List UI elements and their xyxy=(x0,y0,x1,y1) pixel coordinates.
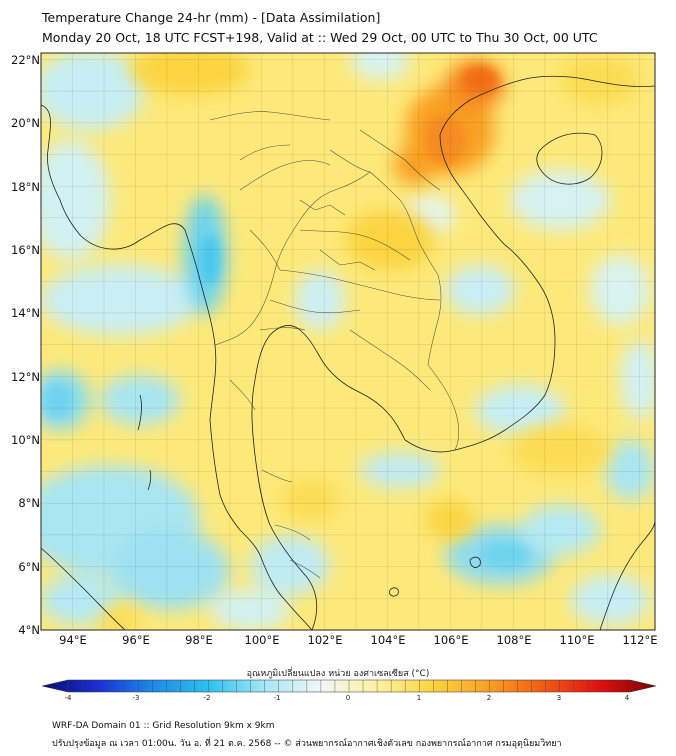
border-layer xyxy=(209,111,460,579)
colorbar-tick-m3: -3 xyxy=(132,694,140,702)
lon-label-98: 98°E xyxy=(185,633,213,647)
lat-label-14: 14°N xyxy=(11,306,40,320)
colorbar xyxy=(41,679,657,693)
lon-label-96: 96°E xyxy=(122,633,150,647)
footer-credit: ปรับปรุงข้อมูล ณ เวลา 01:00น. วัน อ. ที่… xyxy=(52,739,562,749)
map-frame xyxy=(40,52,656,631)
lon-label-102: 102°E xyxy=(307,633,343,647)
coastline-layer xyxy=(41,75,655,630)
lat-label-16: 16°N xyxy=(11,243,40,257)
lon-label-106: 106°E xyxy=(433,633,469,647)
colorbar-tick-m4: -4 xyxy=(64,694,72,702)
lat-label-10: 10°N xyxy=(11,433,40,447)
map-subtitle: Monday 20 Oct, 18 UTC FCST+198, Valid at… xyxy=(42,30,598,45)
colorbar-label: อุณหภูมิเปลี่ยนแปลง หน่วย องศาเซลเซียส (… xyxy=(246,669,430,679)
graticule xyxy=(41,53,655,630)
colorbar-tick-4: 4 xyxy=(624,694,630,702)
lon-label-108: 108°E xyxy=(496,633,532,647)
map-title: Temperature Change 24-hr (mm) - [Data As… xyxy=(42,10,381,25)
lat-label-8: 8°N xyxy=(18,496,40,510)
footer-model-info: WRF-DA Domain 01 :: Grid Resolution 9km … xyxy=(52,721,275,731)
lat-label-20: 20°N xyxy=(11,116,40,130)
colorbar-tick-1: 1 xyxy=(416,694,422,702)
lat-label-12: 12°N xyxy=(11,370,40,384)
lon-label-100: 100°E xyxy=(244,633,280,647)
lat-label-6: 6°N xyxy=(18,560,40,574)
lat-label-18: 18°N xyxy=(11,180,40,194)
lon-label-94: 94°E xyxy=(59,633,87,647)
colorbar-tick-m2: -2 xyxy=(203,694,211,702)
lon-label-112: 112°E xyxy=(622,633,658,647)
lat-label-4: 4°N xyxy=(18,623,40,637)
colorbar-tick-3: 3 xyxy=(556,694,562,702)
colorbar-tick-2: 2 xyxy=(486,694,492,702)
lon-label-110: 110°E xyxy=(559,633,595,647)
lon-label-104: 104°E xyxy=(370,633,406,647)
colorbar-tick-0: 0 xyxy=(345,694,351,702)
lat-label-22: 22°N xyxy=(11,53,40,67)
colorbar-tick-m1: -1 xyxy=(273,694,281,702)
temperature-field xyxy=(41,53,655,630)
